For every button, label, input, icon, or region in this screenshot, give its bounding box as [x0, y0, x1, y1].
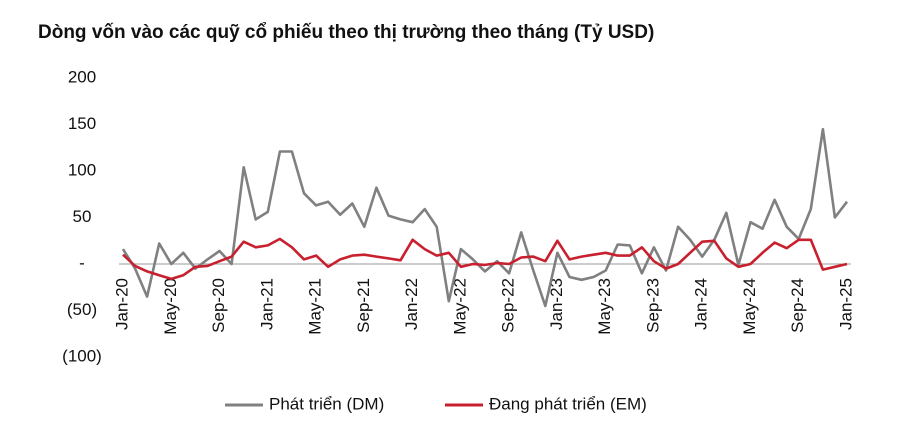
- x-tick-label: Jan-25: [836, 278, 855, 330]
- series-line: [121, 127, 849, 308]
- x-tick-label: Sep-23: [643, 278, 662, 333]
- x-tick-label: Jan-21: [257, 278, 276, 330]
- x-tick-label: May-21: [306, 278, 325, 335]
- x-tick-label: May-22: [450, 278, 469, 335]
- y-tick-label: 150: [68, 114, 96, 133]
- y-tick-label: (100): [62, 346, 102, 365]
- x-tick-label: Sep-22: [499, 278, 518, 333]
- y-tick-label: (50): [67, 300, 97, 319]
- x-tick-label: Jan-22: [402, 278, 421, 330]
- x-tick-label: May-23: [595, 278, 614, 335]
- chart-title: Dòng vốn vào các quỹ cổ phiếu theo thị t…: [38, 22, 654, 43]
- x-tick-label: May-20: [161, 278, 180, 335]
- y-tick-label: 100: [68, 160, 96, 179]
- x-tick-label: Sep-24: [788, 278, 807, 333]
- x-tick-label: Sep-20: [209, 278, 228, 333]
- series-line: [122, 237, 848, 281]
- y-tick-label: 200: [68, 67, 96, 86]
- legend-label: Phát triển (DM): [269, 394, 384, 413]
- x-tick-label: Sep-21: [354, 278, 373, 333]
- x-tick-label: Jan-24: [692, 278, 711, 330]
- x-tick-label: Jan-20: [112, 278, 131, 330]
- x-tick-label: May-24: [740, 278, 759, 335]
- y-tick-label: 50: [73, 207, 92, 226]
- x-tick-label: Jan-23: [547, 278, 566, 330]
- legend-label: Đang phát triển (EM): [489, 394, 647, 413]
- y-tick-label: -: [79, 253, 85, 272]
